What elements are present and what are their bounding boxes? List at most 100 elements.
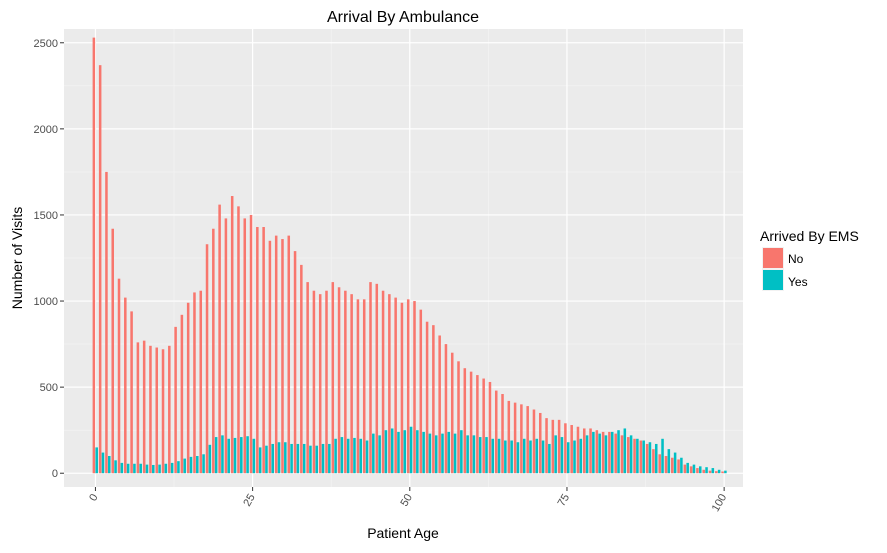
y-axis: 0 500 1000 1500 2000 2500 <box>34 38 64 480</box>
bar-yes <box>711 468 715 474</box>
bar-yes <box>240 437 243 474</box>
bar-yes <box>359 438 363 474</box>
legend: Arrived By EMS No Yes <box>760 228 859 291</box>
bar-yes <box>504 440 507 474</box>
bar-no <box>256 227 259 474</box>
bar-yes <box>390 428 394 474</box>
y-tick-label: 1500 <box>34 210 58 222</box>
bar-yes <box>610 431 614 474</box>
bar-no <box>268 240 272 474</box>
bar-no <box>708 470 712 474</box>
bar-no <box>136 342 140 474</box>
bar-no <box>381 290 385 474</box>
bar-yes <box>145 464 149 474</box>
bar-yes <box>290 443 293 474</box>
bar-no <box>689 466 693 474</box>
bar-no <box>601 431 605 474</box>
bar-yes <box>309 445 312 474</box>
bar-yes <box>227 438 230 474</box>
bar-no <box>98 65 102 474</box>
bar-no <box>293 251 297 474</box>
bar-no <box>482 378 485 474</box>
bar-yes <box>183 458 186 474</box>
bar-no <box>212 228 215 474</box>
bar-no <box>664 456 668 474</box>
bar-no <box>168 345 171 474</box>
bar-yes <box>321 443 325 474</box>
bar-no <box>538 412 542 474</box>
bar-no <box>696 468 699 474</box>
bar-yes <box>152 464 155 474</box>
bar-no <box>274 235 278 474</box>
bar-no <box>476 375 479 474</box>
legend-label-yes: Yes <box>788 275 808 289</box>
bar-no <box>224 218 228 474</box>
bar-no <box>142 340 146 474</box>
bar-no <box>174 326 177 474</box>
bar-no <box>199 290 203 474</box>
bar-yes <box>642 440 645 474</box>
bar-yes <box>277 442 281 474</box>
bar-yes <box>372 433 375 474</box>
bar-yes <box>636 438 639 474</box>
bar-yes <box>416 430 419 474</box>
bar-yes <box>510 440 513 474</box>
bar-yes <box>698 466 702 474</box>
y-tick-label: 2000 <box>34 124 58 136</box>
bar-no <box>249 214 253 474</box>
bar-yes <box>101 452 105 474</box>
bar-yes <box>252 438 256 474</box>
bar-no <box>124 297 127 474</box>
bar-no <box>457 361 460 474</box>
bar-no <box>501 394 504 474</box>
y-tick-label: 2500 <box>34 38 58 50</box>
bar-no <box>344 290 347 474</box>
y-tick-label: 500 <box>40 382 58 394</box>
bar-yes <box>705 467 708 474</box>
bar-yes <box>535 438 539 474</box>
bar-no <box>551 419 555 474</box>
bar-yes <box>686 462 689 474</box>
bar-no <box>645 443 649 474</box>
bar-yes <box>114 460 117 474</box>
bar-yes <box>522 438 526 474</box>
bar-yes <box>667 449 671 474</box>
x-tick-label: 50 <box>398 492 415 509</box>
bar-yes <box>284 442 287 474</box>
bar-no <box>337 287 341 474</box>
bar-no <box>432 325 435 474</box>
bar-yes <box>409 426 413 474</box>
bar-yes <box>434 435 438 474</box>
bar-yes <box>661 438 664 474</box>
bar-yes <box>384 430 388 474</box>
bar-no <box>589 428 592 474</box>
bar-yes <box>623 428 627 474</box>
x-tick-label: 100 <box>710 492 730 514</box>
bar-yes <box>724 470 727 474</box>
bar-no <box>111 228 114 474</box>
bar-yes <box>403 430 407 474</box>
bar-no <box>671 457 674 474</box>
x-axis-label: Patient Age <box>367 525 439 541</box>
bar-no <box>702 469 705 474</box>
bar-yes <box>340 437 344 474</box>
bar-yes <box>258 447 262 474</box>
bar-yes <box>221 435 224 474</box>
bar-no <box>608 431 611 474</box>
bar-no <box>105 171 108 474</box>
bar-yes <box>133 463 136 474</box>
bar-no <box>614 433 617 474</box>
bar-no <box>620 435 624 474</box>
bar-yes <box>271 443 274 474</box>
bar-yes <box>497 438 501 474</box>
x-axis: 0 25 50 75 100 <box>87 487 729 514</box>
bar-no <box>300 264 303 474</box>
bar-no <box>419 309 423 474</box>
bar-yes <box>328 443 331 474</box>
bar-yes <box>717 469 721 474</box>
grid-minor <box>64 29 743 487</box>
bar-yes <box>334 438 337 474</box>
bar-yes <box>189 456 193 474</box>
bar-no <box>494 390 498 474</box>
